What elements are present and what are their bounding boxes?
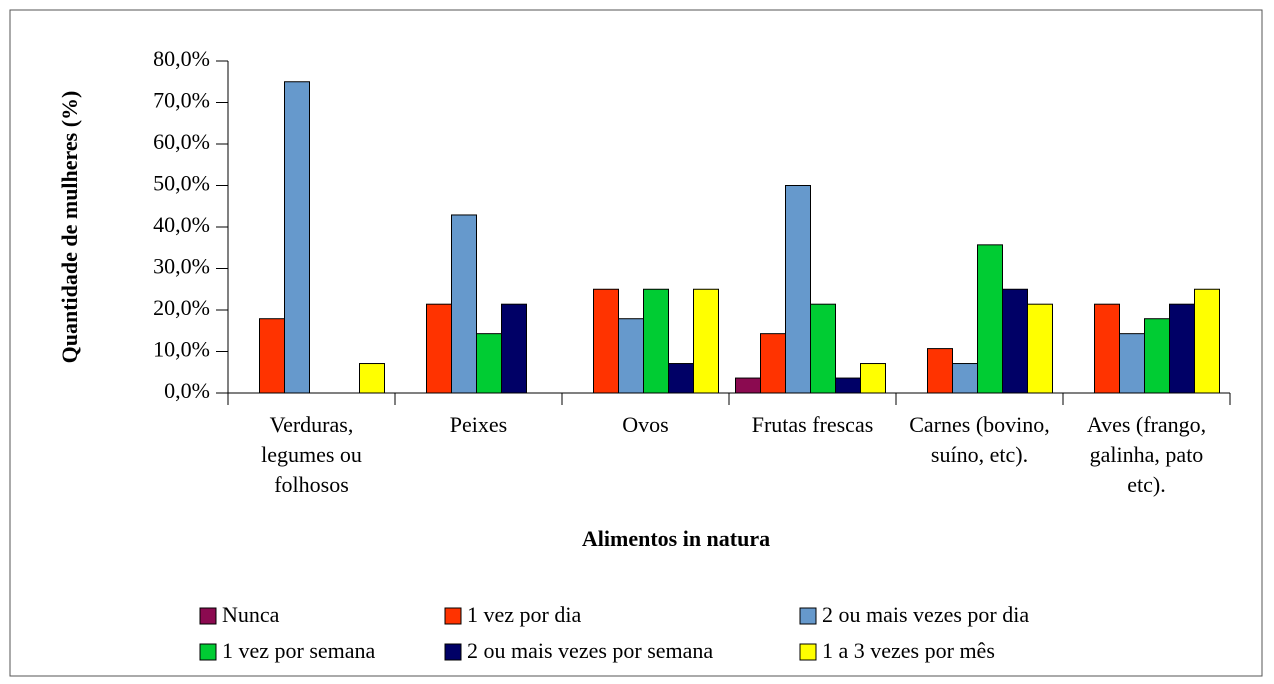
bar bbox=[1094, 303, 1120, 394]
legend-label: Nunca bbox=[222, 602, 280, 627]
y-tick-label: 80,0% bbox=[153, 46, 210, 71]
x-tick-label: Peixes bbox=[449, 412, 508, 437]
x-tick-label: Carnes (bovino, suíno, etc). bbox=[909, 412, 1050, 467]
x-tick-label: Verduras, legumes ou folhosos bbox=[261, 412, 362, 497]
bar bbox=[735, 377, 761, 394]
bar bbox=[810, 303, 836, 394]
y-tick-label: 60,0% bbox=[153, 129, 210, 154]
y-axis-title: Quantidade de mulheres (%) bbox=[57, 91, 82, 364]
legend-swatch bbox=[444, 643, 462, 661]
bar bbox=[927, 348, 953, 394]
bar bbox=[1119, 333, 1145, 394]
y-tick-label: 70,0% bbox=[153, 88, 210, 113]
x-axis-title: Alimentos in natura bbox=[582, 526, 770, 551]
y-tick-label: 30,0% bbox=[153, 254, 210, 279]
legend-label: 2 ou mais vezes por dia bbox=[822, 602, 1029, 627]
y-tick-label: 40,0% bbox=[153, 212, 210, 237]
y-tick-label: 0,0% bbox=[164, 378, 210, 403]
bar bbox=[668, 363, 694, 394]
y-tick-label: 10,0% bbox=[153, 337, 210, 362]
x-tick-label: Frutas frescas bbox=[751, 412, 874, 437]
legend-label: 1 vez por dia bbox=[467, 602, 581, 627]
bar bbox=[952, 363, 978, 394]
legend-swatch bbox=[799, 643, 817, 661]
bar bbox=[1002, 288, 1028, 394]
bar bbox=[785, 185, 811, 394]
x-tick-label: Aves (frango, galinha, pato etc). bbox=[1086, 412, 1207, 497]
bar bbox=[451, 214, 477, 394]
bar bbox=[1144, 318, 1170, 394]
y-tick-label: 20,0% bbox=[153, 295, 210, 320]
bar bbox=[1194, 288, 1220, 394]
bar bbox=[760, 333, 786, 394]
bar bbox=[977, 244, 1003, 394]
chart-border bbox=[9, 9, 1263, 677]
bar bbox=[643, 288, 669, 394]
x-tick-label: Ovos bbox=[622, 412, 669, 437]
bar bbox=[259, 318, 285, 394]
legend-swatch bbox=[799, 607, 817, 625]
bar bbox=[693, 288, 719, 394]
legend-label: 1 a 3 vezes por mês bbox=[822, 638, 995, 663]
bar bbox=[1027, 303, 1053, 394]
legend-label: 1 vez por semana bbox=[222, 638, 376, 663]
bar bbox=[359, 363, 385, 394]
legend-swatch bbox=[444, 607, 462, 625]
legend-label: 2 ou mais vezes por semana bbox=[467, 638, 713, 663]
bar bbox=[835, 377, 861, 394]
bar bbox=[426, 303, 452, 394]
bar bbox=[1169, 303, 1195, 394]
bar bbox=[593, 288, 619, 394]
bar bbox=[860, 363, 886, 394]
legend-swatch bbox=[199, 607, 217, 625]
bar bbox=[618, 318, 644, 394]
legend-swatch bbox=[199, 643, 217, 661]
bar bbox=[476, 333, 502, 394]
bar bbox=[501, 303, 527, 394]
y-tick-label: 50,0% bbox=[153, 171, 210, 196]
bar bbox=[284, 81, 310, 394]
